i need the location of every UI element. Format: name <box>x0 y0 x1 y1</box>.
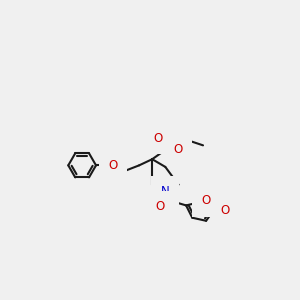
Text: O: O <box>220 204 229 217</box>
Text: O: O <box>155 200 164 213</box>
Text: O: O <box>154 132 163 145</box>
Text: N: N <box>161 185 170 198</box>
Text: O: O <box>108 159 118 172</box>
Text: O: O <box>202 194 211 207</box>
Text: O: O <box>174 143 183 156</box>
